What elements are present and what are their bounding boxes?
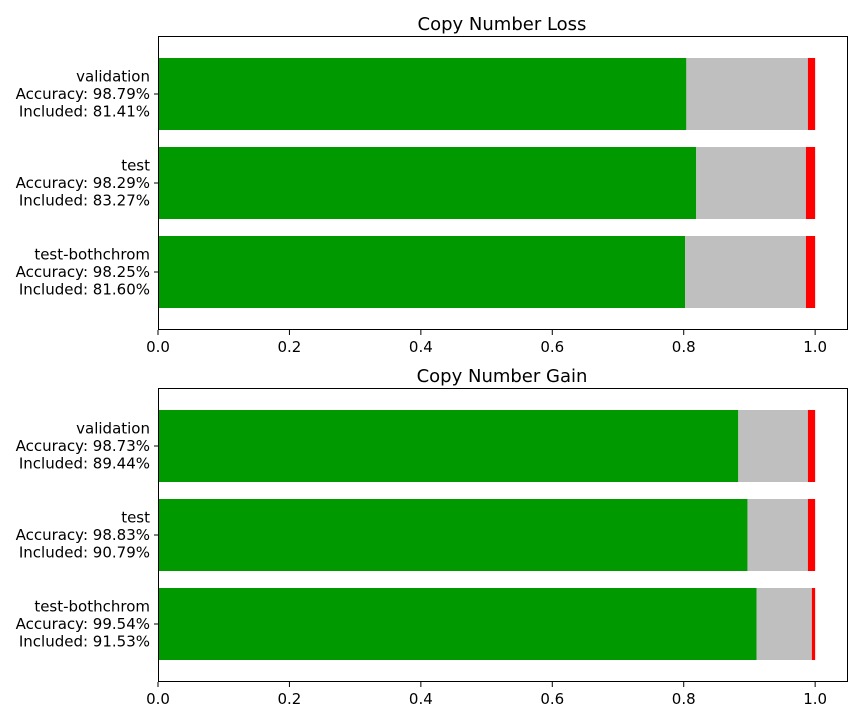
y-category-label: validation bbox=[76, 420, 150, 438]
y-category-label: test-bothchrom bbox=[34, 246, 150, 264]
bar-excluded-0 bbox=[686, 58, 808, 130]
included-label: Included: 91.53% bbox=[19, 633, 150, 651]
x-tick-label: 0.4 bbox=[409, 338, 433, 356]
included-label: Included: 81.41% bbox=[19, 103, 150, 121]
bar-excluded-2 bbox=[756, 588, 812, 660]
bar-excluded-1 bbox=[747, 499, 808, 571]
x-tick-label: 0.4 bbox=[409, 690, 433, 708]
accuracy-label: Accuracy: 98.29% bbox=[16, 174, 150, 192]
bar-incorrect-0 bbox=[807, 58, 816, 130]
included-label: Included: 90.79% bbox=[19, 544, 150, 562]
bar-excluded-0 bbox=[738, 410, 808, 482]
y-category-label: test-bothchrom bbox=[34, 598, 150, 616]
bar-correct-2 bbox=[158, 236, 686, 308]
accuracy-label: Accuracy: 98.73% bbox=[16, 437, 150, 455]
axes-frame bbox=[158, 388, 848, 682]
bar-incorrect-1 bbox=[805, 147, 816, 219]
included-label: Included: 83.27% bbox=[19, 192, 150, 210]
accuracy-label: Accuracy: 98.83% bbox=[16, 526, 150, 544]
x-tick-label: 1.0 bbox=[803, 338, 827, 356]
bar-correct-1 bbox=[158, 147, 697, 219]
y-category-label: validation bbox=[76, 68, 150, 86]
axes-frame bbox=[158, 36, 848, 330]
bar-incorrect-0 bbox=[807, 410, 816, 482]
bar-correct-1 bbox=[158, 499, 748, 571]
x-tick-label: 0.8 bbox=[672, 338, 696, 356]
included-label: Included: 89.44% bbox=[19, 455, 150, 473]
x-tick-label: 0.6 bbox=[540, 338, 564, 356]
bar-incorrect-2 bbox=[805, 236, 816, 308]
bar-incorrect-2 bbox=[811, 588, 816, 660]
chart-title: Copy Number Loss bbox=[418, 14, 587, 35]
accuracy-label: Accuracy: 98.25% bbox=[16, 263, 150, 281]
bar-excluded-2 bbox=[685, 236, 806, 308]
y-category-label: test bbox=[121, 509, 150, 527]
accuracy-label: Accuracy: 99.54% bbox=[16, 615, 150, 633]
bar-incorrect-1 bbox=[807, 499, 816, 571]
x-tick-label: 0.6 bbox=[540, 690, 564, 708]
bar-correct-2 bbox=[158, 588, 757, 660]
y-category-label: test bbox=[121, 157, 150, 175]
x-tick-label: 0.0 bbox=[146, 338, 170, 356]
bar-correct-0 bbox=[158, 410, 739, 482]
x-tick-label: 1.0 bbox=[803, 690, 827, 708]
x-tick-label: 0.2 bbox=[277, 338, 301, 356]
chart-title: Copy Number Gain bbox=[417, 366, 588, 387]
bar-correct-0 bbox=[158, 58, 687, 130]
bar-excluded-1 bbox=[696, 147, 806, 219]
x-tick-label: 0.2 bbox=[277, 690, 301, 708]
x-tick-label: 0.0 bbox=[146, 690, 170, 708]
x-tick-label: 0.8 bbox=[672, 690, 696, 708]
accuracy-label: Accuracy: 98.79% bbox=[16, 85, 150, 103]
included-label: Included: 81.60% bbox=[19, 281, 150, 299]
